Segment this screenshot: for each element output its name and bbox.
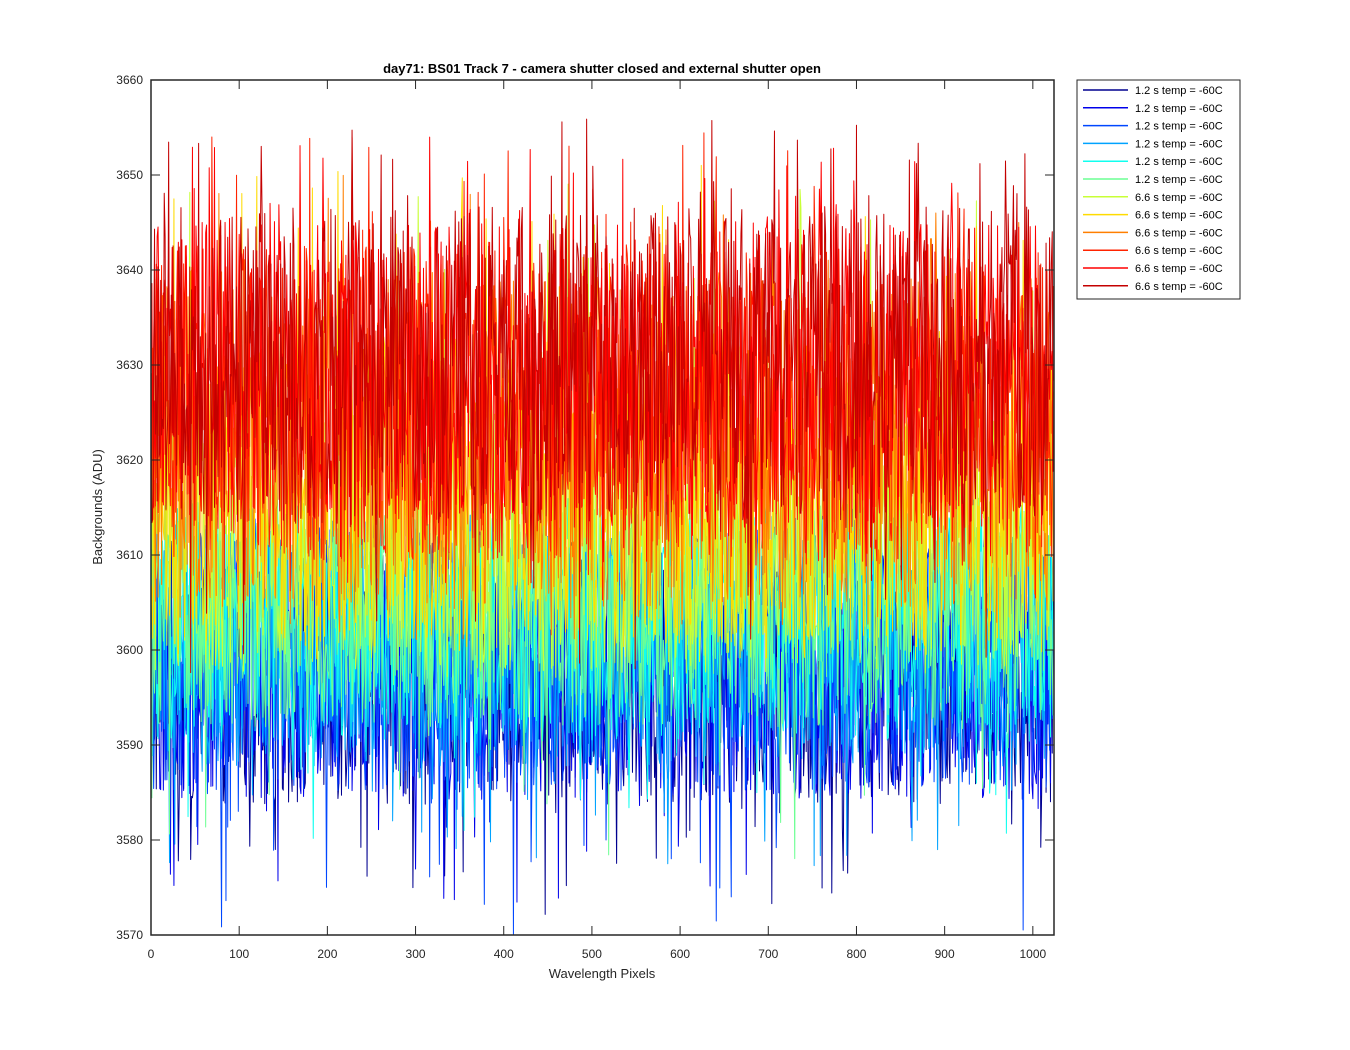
y-tick-label: 3580 [116,833,143,847]
x-tick-label: 700 [758,947,778,961]
y-tick-label: 3620 [116,453,143,467]
legend-label: 6.6 s temp = -60C [1135,281,1223,293]
x-axis: 0 100 200 300 400 500 600 700 800 900 1000 [148,80,1047,961]
legend-label: 1.2 s temp = -60C [1135,121,1223,133]
x-tick-label: 500 [582,947,602,961]
legend-label: 1.2 s temp = -60C [1135,103,1223,115]
legend-label: 1.2 s temp = -60C [1135,138,1223,150]
legend-label: 6.6 s temp = -60C [1135,210,1223,222]
x-tick-label: 100 [229,947,249,961]
legend-label: 6.6 s temp = -60C [1135,245,1223,257]
legend-label: 1.2 s temp = -60C [1135,174,1223,186]
x-tick-label: 0 [148,947,155,961]
legend-label: 6.6 s temp = -60C [1135,192,1223,204]
x-axis-label: Wavelength Pixels [549,966,656,981]
x-tick-label: 800 [846,947,866,961]
y-tick-label: 3610 [116,548,143,562]
series-line-12 [150,118,1054,674]
x-tick-label: 900 [935,947,955,961]
y-tick-label: 3630 [116,358,143,372]
y-axis-label: Backgrounds (ADU) [90,449,105,565]
y-tick-label: 3600 [116,643,143,657]
legend: 1.2 s temp = -60C 1.2 s temp = -60C 1.2 s … [1076,79,1241,300]
y-tick-label: 3570 [116,928,143,942]
legend-label: 6.6 s temp = -60C [1135,263,1223,275]
series-layer [150,118,1054,935]
x-tick-label: 1000 [1019,947,1046,961]
legend-label: 1.2 s temp = -60C [1135,156,1223,168]
x-tick-label: 300 [406,947,426,961]
x-tick-label: 400 [494,947,514,961]
legend-label: 6.6 s temp = -60C [1135,227,1223,239]
x-tick-label: 200 [317,947,337,961]
chart-title: day71: BS01 Track 7 - camera shutter clo… [383,61,821,76]
series-line-5 [150,497,1054,839]
plot-frame [150,79,1055,936]
legend-box [1076,79,1241,300]
legend-label: 1.2 s temp = -60C [1135,85,1223,97]
x-tick-label: 600 [670,947,690,961]
y-tick-label: 3640 [116,263,143,277]
y-axis: 3570 3580 3590 3600 3610 3620 3630 3640 3650 3660 [116,73,1054,942]
y-tick-label: 3660 [116,73,143,87]
y-tick-label: 3650 [116,168,143,182]
y-tick-label: 3590 [116,738,143,752]
